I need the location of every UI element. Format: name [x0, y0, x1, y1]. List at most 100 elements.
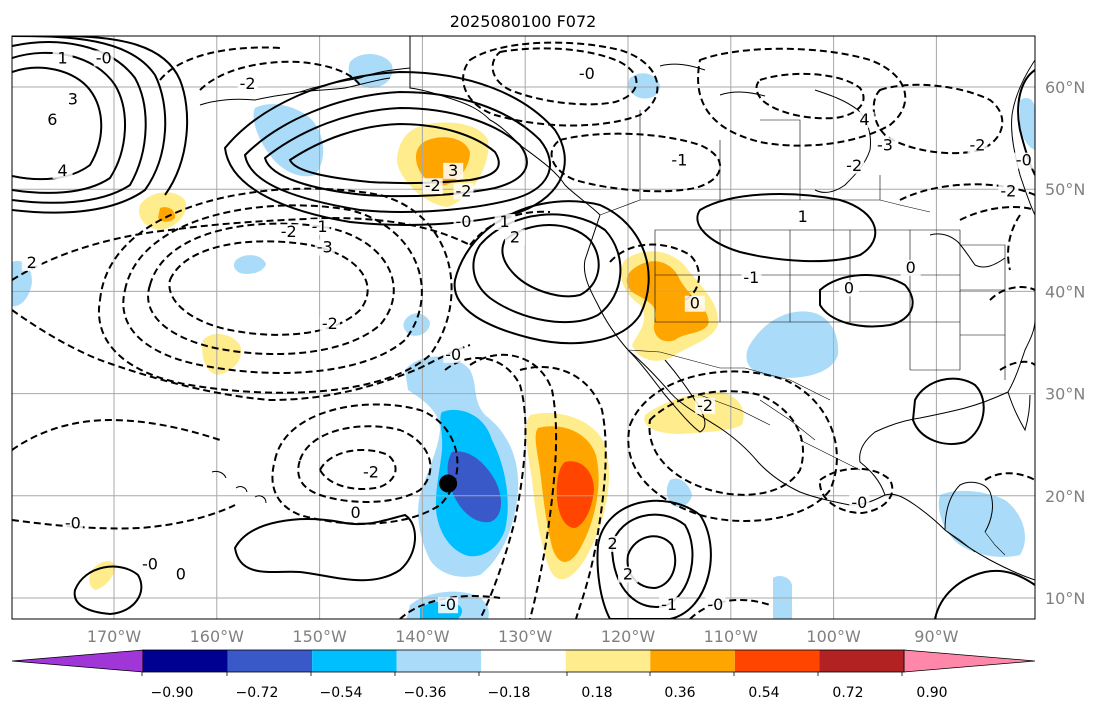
contour-label: 2 — [607, 534, 617, 553]
contour-nw-high-4 — [12, 36, 167, 214]
colorbar-tick-label: −0.36 — [404, 685, 447, 701]
contour-label: -2 — [425, 176, 441, 195]
contour-label-bg — [42, 111, 63, 128]
contour-se-pacific-high-2 — [610, 513, 694, 608]
colorbar-over-extension — [903, 649, 1036, 673]
contour-label: 1 — [500, 212, 510, 231]
contour-label: 1 — [798, 207, 808, 226]
contour-label-bg — [62, 91, 83, 108]
contour-dashed-center-low-4 — [97, 187, 453, 394]
us-states-west — [654, 229, 911, 323]
colorbar-tick-label: 0.72 — [832, 685, 863, 701]
contour-label: 3 — [68, 89, 78, 108]
us-mexico-border — [627, 349, 831, 401]
contour-label: -3 — [877, 135, 893, 154]
contour-dashed-north-low-2 — [159, 46, 281, 81]
contour-label: 2 — [27, 253, 37, 272]
contour-label: -0 — [65, 513, 81, 532]
contour-dashed-canada-1 — [491, 47, 638, 106]
colorbar-frame — [142, 649, 905, 673]
contour-label-bg — [684, 295, 705, 312]
contour-dashed-mexico-2 — [627, 370, 838, 523]
contour-dashed-mexico-3 — [818, 467, 894, 515]
anomaly-negative-texas — [746, 311, 839, 378]
contour-label: -2 — [697, 396, 713, 415]
contour-label: -1 — [661, 595, 677, 614]
contour-label-bg — [900, 259, 921, 276]
colorbar-box — [481, 650, 566, 672]
contour-dashed-east-1 — [899, 183, 1035, 201]
contour-label: -0 — [142, 554, 158, 573]
contour-label: -2 — [456, 181, 472, 200]
contour-dashed-far-east-1 — [984, 286, 1035, 481]
contour-label-bg — [875, 137, 895, 154]
colorbar-box — [650, 650, 735, 672]
west-coast-north-america — [583, 214, 1035, 581]
contour-label-bg — [278, 224, 299, 241]
colorbar-tick-label: 0.18 — [581, 685, 612, 701]
contour-np-high-1 — [243, 90, 551, 213]
colorbar-tick-label: −0.18 — [488, 685, 531, 701]
contour-dashed-canada-4 — [697, 47, 907, 147]
contour-label-bg — [52, 162, 73, 179]
yucatan — [944, 481, 993, 533]
lon-tick-label: 140°W — [395, 627, 450, 646]
contour-label-bg — [1039, 541, 1059, 557]
contour-dashed-broad-2 — [12, 309, 471, 402]
contour-label-bg — [62, 515, 83, 532]
lon-tick-label: 150°W — [292, 627, 347, 646]
contour-label: -0 — [851, 493, 867, 512]
contour-label: -0 — [96, 48, 112, 67]
contour-label: -2 — [1000, 181, 1016, 200]
great-lakes — [929, 233, 1006, 268]
contour-label-bg — [309, 219, 330, 236]
arctic-islands — [659, 63, 766, 97]
figure-title: 2025080100 F072 — [450, 12, 597, 31]
anomaly-positive-southwest-core — [626, 261, 709, 342]
longitude-labels: 170°W 160°W 150°W 140°W 130°W 120°W 110°W 100°W… — [87, 627, 959, 646]
contour-label-bg — [695, 397, 716, 414]
contour-nw-high-3 — [12, 41, 147, 204]
contour-label-bg — [443, 162, 464, 179]
anomaly-negative-central-pacific-core — [447, 451, 502, 523]
lat-tick-label: 20°N — [1045, 487, 1085, 506]
contour-label: -1 — [312, 217, 328, 236]
lon-tick-label: 110°W — [704, 627, 759, 646]
contour-label: -2 — [970, 135, 986, 154]
contour-label-bg — [741, 270, 762, 287]
contour-label: -2 — [240, 74, 256, 93]
colorbar-box — [734, 650, 820, 672]
contour-se-pacific-high-3 — [596, 499, 712, 619]
lon-tick-label: 100°W — [806, 627, 861, 646]
lon-tick-label: 160°W — [190, 627, 245, 646]
contour-label: -2 — [846, 156, 862, 175]
contour-label-bg — [453, 213, 474, 230]
contour-label-bg — [618, 566, 638, 583]
anomaly-positive-small-2 — [202, 333, 242, 375]
contour-ca-high-1 — [501, 224, 600, 298]
contour-us-high-2 — [819, 274, 914, 328]
hawaii-islands — [211, 470, 267, 504]
contour-label: 0 — [176, 565, 186, 584]
contour-label-bg — [854, 111, 875, 128]
contour-label-bg — [93, 50, 114, 67]
contour-label-bg — [314, 239, 335, 256]
us-canada-border — [599, 199, 931, 216]
coastlines — [199, 36, 1035, 581]
contour-label-bg — [139, 556, 160, 573]
colorbar: −0.90 −0.72 −0.54 −0.36 −0.18 0.18 0.36 0.54 0.7… — [11, 649, 1036, 701]
contour-label-bg — [967, 137, 988, 154]
lat-tick-label: 50°N — [1045, 180, 1085, 199]
contour-label: 0 — [690, 294, 700, 313]
contour-label-bg — [21, 254, 42, 271]
contour-label: -2 — [281, 222, 297, 241]
latitude-labels: 60°N 50°N 40°N 30°N 20°N 10°N — [1045, 78, 1085, 608]
contour-label-bg — [576, 65, 597, 82]
contour-nw-high-5 — [59, 36, 189, 196]
contour-label: -2 — [322, 314, 338, 333]
lat-tick-label: 10°N — [1045, 589, 1085, 608]
contour-dashed-canada-3 — [550, 132, 721, 193]
contour-label: -1 — [671, 151, 687, 170]
